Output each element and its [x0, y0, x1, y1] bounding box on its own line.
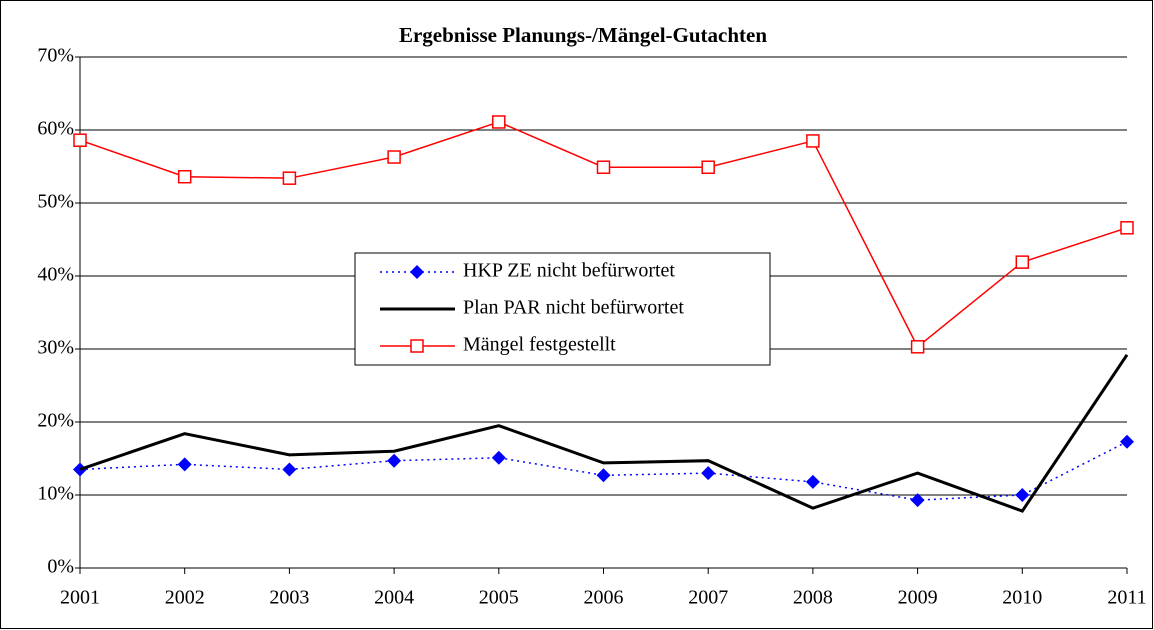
y-tick-label: 70% — [37, 45, 74, 67]
marker — [1015, 255, 1030, 269]
x-tick-label: 2009 — [898, 587, 938, 609]
marker — [410, 339, 424, 353]
x-tick-label: 2005 — [479, 587, 519, 609]
marker — [387, 453, 402, 468]
marker — [596, 468, 611, 483]
legend-label: Plan PAR nicht befürwortet — [463, 297, 684, 319]
series-line — [79, 354, 1129, 513]
y-tick-label: 30% — [37, 337, 74, 359]
x-tick-label: 2001 — [60, 587, 100, 609]
legend-label: HKP ZE nicht befürwortet — [463, 260, 675, 282]
marker — [491, 450, 506, 465]
y-tick-label: 20% — [37, 410, 74, 432]
x-tick-label: 2006 — [584, 587, 624, 609]
marker — [410, 265, 424, 279]
x-tick-label: 2003 — [269, 587, 309, 609]
y-tick-label: 60% — [37, 118, 74, 140]
y-tick-label: 50% — [37, 191, 74, 213]
marker — [806, 134, 820, 148]
marker — [701, 160, 715, 174]
legend-label: Mängel festgestellt — [463, 334, 616, 356]
chart-title: Ergebnisse Planungs-/Mängel-Gutachten — [399, 23, 767, 47]
marker — [805, 474, 820, 489]
x-tick-label: 2002 — [165, 587, 205, 609]
x-tick-label: 2007 — [688, 587, 728, 609]
y-tick-label: 10% — [37, 483, 74, 505]
x-tick-label: 2008 — [793, 587, 833, 609]
marker — [1120, 434, 1134, 449]
x-tick-label: 2011 — [1107, 587, 1146, 609]
marker — [387, 150, 401, 164]
marker — [910, 493, 925, 508]
marker — [910, 340, 925, 354]
marker — [1120, 221, 1134, 235]
series-line — [79, 441, 1128, 501]
marker — [282, 171, 297, 185]
x-tick-label: 2004 — [374, 587, 414, 609]
marker — [282, 462, 297, 477]
x-tick-label: 2010 — [1002, 587, 1042, 609]
marker — [492, 115, 506, 129]
marker — [596, 160, 611, 174]
marker — [177, 457, 192, 472]
y-tick-label: 40% — [37, 264, 74, 286]
marker — [177, 169, 192, 184]
marker — [1015, 488, 1030, 502]
marker — [701, 466, 716, 481]
marker — [73, 133, 87, 147]
y-tick-label: 0% — [47, 556, 74, 578]
